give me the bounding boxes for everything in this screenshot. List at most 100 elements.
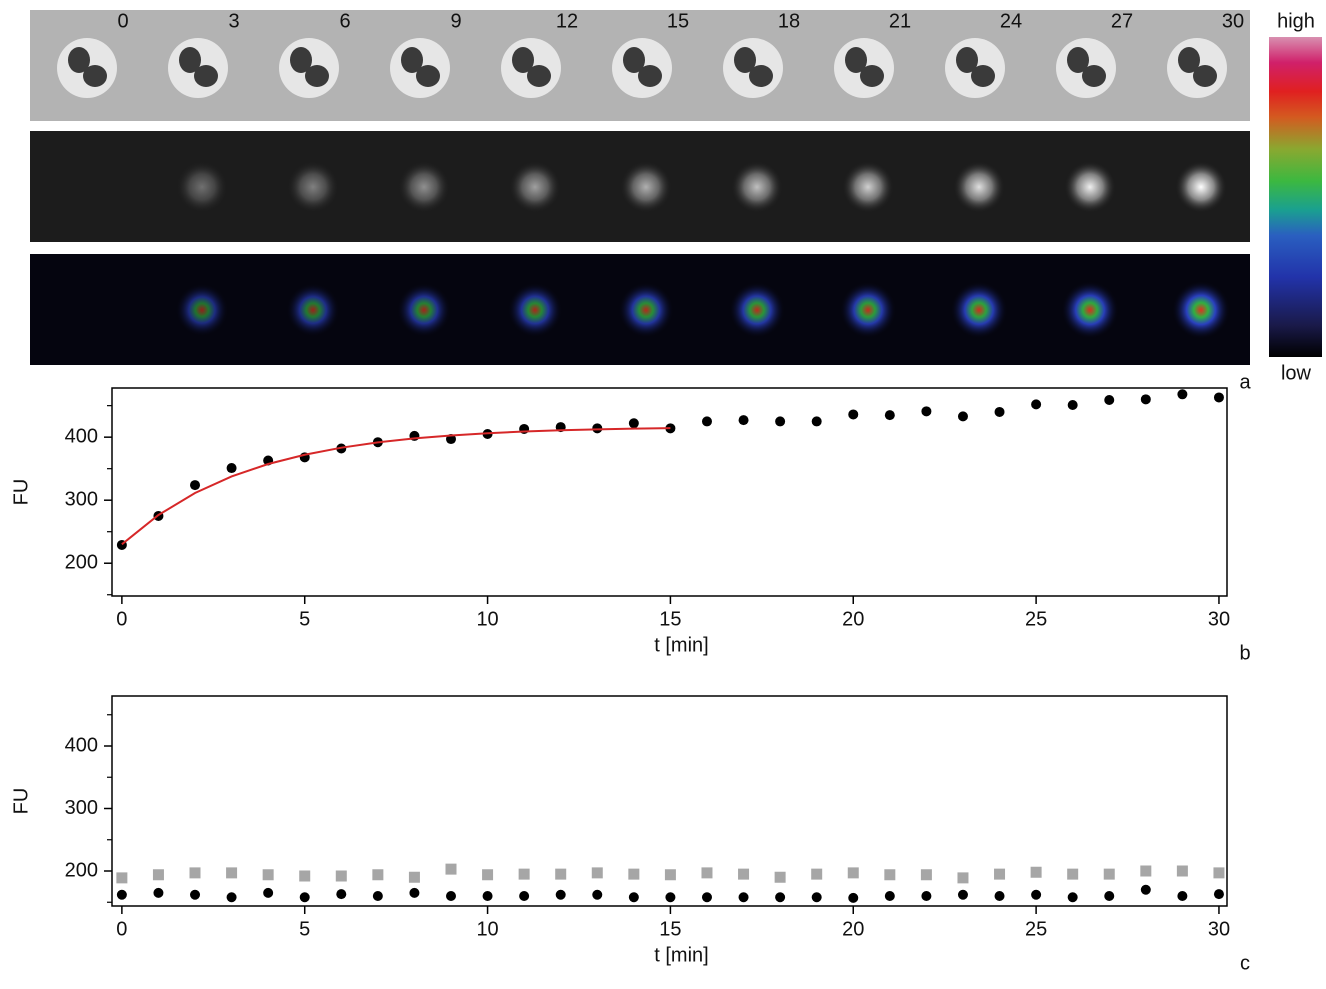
figure: high low a 03691215182124273005101520253… (0, 0, 1326, 984)
cell-fluor (953, 161, 1005, 213)
cell-lobe (83, 65, 107, 87)
x-tick-label: 10 (476, 608, 498, 630)
data-point (995, 407, 1005, 417)
data-point (446, 891, 456, 901)
data-square (555, 869, 566, 880)
data-point (812, 892, 822, 902)
data-point (1031, 399, 1041, 409)
cell-lobe (194, 65, 218, 87)
data-square (299, 871, 310, 882)
cell-false-color (729, 282, 785, 338)
cell-lobe (416, 65, 440, 87)
y-tick-label: 200 (65, 552, 98, 574)
cell-lobe (638, 65, 662, 87)
data-square (1140, 866, 1151, 877)
data-point (739, 415, 749, 425)
data-square (1067, 869, 1078, 880)
data-point (1177, 891, 1187, 901)
data-point (153, 888, 163, 898)
cell-fluor (398, 161, 450, 213)
cell-fluor (176, 161, 228, 213)
data-point (702, 416, 712, 426)
colorbar-high: high (1277, 10, 1315, 32)
cell-lobe (527, 65, 551, 87)
cell-lobe (305, 65, 329, 87)
data-point (995, 891, 1005, 901)
data-square (482, 869, 493, 880)
data-point (775, 416, 785, 426)
data-point (702, 892, 712, 902)
cell-false-color (1061, 281, 1118, 338)
cell-fluor (620, 161, 672, 213)
data-point (1141, 885, 1151, 895)
y-tick-label: 400 (65, 734, 98, 756)
time-label: 30 (1222, 10, 1244, 32)
colorbar (1269, 37, 1322, 357)
cell-lobe (971, 65, 995, 87)
x-tick-label: 20 (842, 918, 864, 940)
data-square (701, 867, 712, 878)
data-point (958, 890, 968, 900)
data-point (848, 409, 858, 419)
data-point (227, 463, 237, 473)
panel-label: c (1240, 952, 1250, 974)
x-axis-label: t [min] (654, 634, 708, 656)
cell-lobe (860, 65, 884, 87)
data-point (812, 416, 822, 426)
data-point (775, 892, 785, 902)
data-point (190, 890, 200, 900)
data-square (190, 867, 201, 878)
data-square (519, 869, 530, 880)
x-tick-label: 5 (299, 608, 310, 630)
cell-fluor (287, 161, 339, 213)
x-tick-label: 15 (659, 918, 681, 940)
data-point (1214, 889, 1224, 899)
data-point (885, 891, 895, 901)
cell-false-color (1172, 281, 1230, 339)
data-point (1141, 394, 1151, 404)
data-square (592, 867, 603, 878)
x-tick-label: 15 (659, 608, 681, 630)
data-point (1104, 891, 1114, 901)
x-tick-label: 25 (1025, 918, 1047, 940)
data-square (1104, 869, 1115, 880)
data-square (775, 872, 786, 883)
data-point (409, 888, 419, 898)
data-point (1031, 890, 1041, 900)
x-axis-label: t [min] (654, 944, 708, 966)
cell-lobe (1193, 65, 1217, 87)
data-square (1213, 867, 1224, 878)
time-label: 9 (450, 10, 461, 32)
cell-false-color (951, 282, 1008, 339)
data-point (519, 891, 529, 901)
data-point (592, 890, 602, 900)
data-square (957, 872, 968, 883)
data-square (738, 869, 749, 880)
data-square (336, 871, 347, 882)
data-square (445, 864, 456, 875)
cell-lobe (749, 65, 773, 87)
data-point (556, 890, 566, 900)
time-label: 27 (1111, 10, 1133, 32)
y-tick-label: 300 (65, 797, 98, 819)
cell-fluor (731, 161, 783, 213)
x-tick-label: 5 (299, 918, 310, 940)
y-axis-label: FU (10, 788, 32, 815)
data-point (848, 893, 858, 903)
data-point (1068, 892, 1078, 902)
panel-label: a (1239, 371, 1251, 393)
data-point (263, 888, 273, 898)
cell-lobe (1082, 65, 1106, 87)
data-point (227, 892, 237, 902)
cell-fluor (1175, 161, 1227, 213)
data-square (848, 867, 859, 878)
data-square (665, 869, 676, 880)
data-square (1031, 867, 1042, 878)
y-axis-label: FU (10, 479, 32, 506)
data-square (153, 869, 164, 880)
cell-false-color (397, 283, 451, 337)
time-label: 24 (1000, 10, 1022, 32)
data-point (117, 890, 127, 900)
data-point (885, 410, 895, 420)
cell-false-color (508, 283, 562, 337)
